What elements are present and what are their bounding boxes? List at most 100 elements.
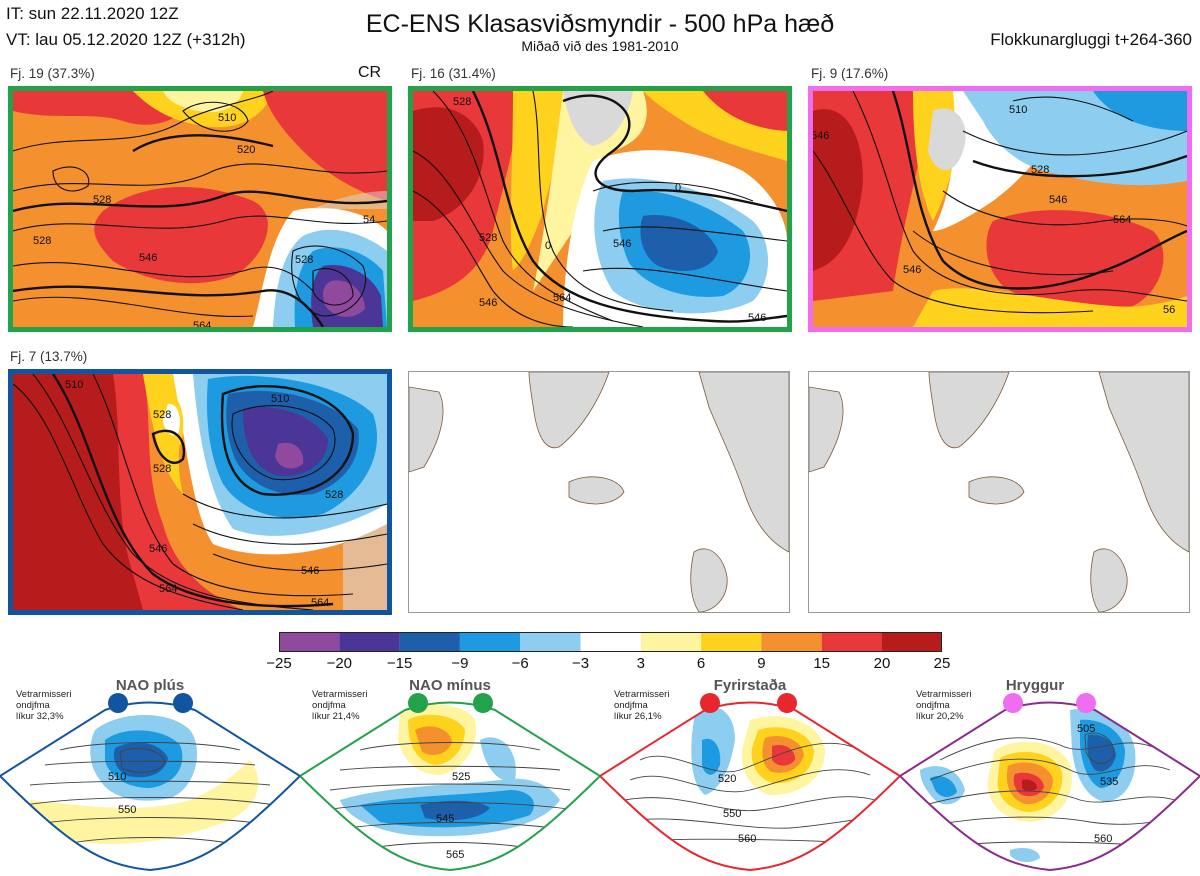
cluster-2-label: Fj. 16 (31.4%)	[411, 66, 496, 81]
colorbar-bin	[339, 632, 400, 652]
cluster-map-4: 510 528 528 546 564 510 546 564 528	[8, 369, 392, 615]
colorbar-ticks: −25 −20 −15 −9 −6 −3 3 6 9 15 20 25	[266, 655, 950, 675]
regime-2-prob: líkur 21,4%	[312, 711, 360, 722]
cluster-map-3: 510 528 546 564 546 546 56	[808, 86, 1192, 332]
cluster-map-1: 510 520 528 528 546 564 528 54	[8, 86, 392, 332]
regime-4-word: ondjfma	[916, 700, 950, 711]
colorbar-bin	[882, 632, 942, 652]
contour-label: 564	[311, 597, 329, 609]
colorbar-tick: −20	[326, 655, 353, 672]
contour-label: 56	[1163, 304, 1175, 316]
cluster-4-label: Fj. 7 (13.7%)	[10, 349, 88, 364]
cluster-1-label: Fj. 19 (37.3%)	[10, 66, 95, 81]
contour-label: 510	[65, 379, 83, 391]
colorbar-bin	[580, 632, 641, 652]
contour-label: 546	[813, 130, 829, 142]
regime-1-prob: líkur 32,3%	[16, 711, 64, 722]
colorbar-tick: 3	[636, 655, 645, 672]
regime-1-dot	[108, 693, 128, 713]
colorbar-bin	[821, 632, 882, 652]
colorbar-tick: −9	[451, 655, 469, 672]
contour-label: 528	[479, 232, 497, 244]
contour-label: 546	[301, 565, 319, 577]
contour-label: 528	[153, 463, 171, 475]
regime-3-title: Fyrirstaða	[713, 677, 787, 694]
empty-map-1	[408, 371, 790, 613]
cluster-map-2: 528 528 546 546 564 546 0 0	[408, 86, 792, 332]
colorbar-tick: 15	[813, 655, 831, 672]
regime-1-map: 510 550	[0, 690, 302, 872]
contour-label: 528	[325, 489, 343, 501]
cluster-1-tag: CR	[358, 64, 382, 81]
regime-1-title: NAO plús	[115, 677, 185, 694]
colorbar-bin	[520, 632, 581, 652]
contour-label: 564	[159, 583, 177, 595]
regime-4-text: Vetrarmisseri ondjfma líkur 20,2%	[916, 689, 971, 722]
regime-2-dot	[473, 693, 493, 713]
colorbar-tick: 25	[933, 655, 951, 672]
contour-label: 546	[1049, 194, 1067, 206]
contour-label: 528	[93, 194, 111, 206]
colorbar-bin	[701, 632, 762, 652]
contour-label: 560	[738, 833, 756, 845]
regime-3-text: Vetrarmisseri ondjfma líkur 26,1%	[614, 689, 669, 722]
contour-label: 550	[723, 808, 741, 820]
cluster-3-label: Fj. 9 (17.6%)	[811, 66, 889, 81]
contour-label: 510	[218, 112, 236, 124]
regime-4-prob: líkur 20,2%	[916, 711, 964, 722]
colorbar-bin	[279, 632, 340, 652]
contour-label: 520	[237, 144, 255, 156]
contour-label: 546	[139, 252, 157, 264]
contour-label: 510	[1009, 104, 1027, 116]
regime-3-dot	[777, 693, 797, 713]
regime-2-title: NAO mínus	[409, 677, 491, 694]
contour-label: 520	[718, 773, 736, 785]
contour-label: 565	[446, 849, 464, 861]
contour-label: 528	[1031, 164, 1049, 176]
regime-4-season: Vetrarmisseri	[916, 689, 972, 700]
regime-4-dot	[1076, 693, 1096, 713]
regime-3-map: 520 550 560	[598, 690, 902, 872]
contour-label: 510	[271, 393, 289, 405]
contour-label: 550	[118, 804, 136, 816]
valid-time: VT: lau 05.12.2020 12Z (+312h)	[6, 30, 246, 49]
contour-label: 564	[553, 292, 571, 304]
contour-label: 535	[1100, 776, 1118, 788]
colorbar-tick: 20	[873, 655, 891, 672]
regime-3-dot	[700, 693, 720, 713]
regime-3-prob: líkur 26,1%	[614, 711, 662, 722]
contour-label: 564	[1113, 214, 1131, 226]
init-time: IT: sun 22.11.2020 12Z	[6, 4, 179, 23]
contour-label: 525	[452, 771, 470, 783]
colorbar-bin	[640, 632, 702, 652]
regime-1-dot	[173, 693, 193, 713]
contour-label: 528	[295, 254, 313, 266]
regime-2-dot	[408, 693, 428, 713]
window-label: Flokkunargluggi t+264-360	[990, 30, 1192, 49]
regime-2-text: Vetrarmisseri ondjfma líkur 21,4%	[312, 689, 367, 722]
contour-label: 528	[153, 409, 171, 421]
contour-label: 560	[1094, 833, 1112, 845]
regime-2-map: 525 545 565	[298, 690, 602, 872]
contour-label: 510	[108, 771, 126, 783]
contour-label: 546	[479, 297, 497, 309]
regime-1-text: Vetrarmisseri ondjfma líkur 32,3%	[16, 689, 71, 722]
contour-label: 546	[903, 264, 921, 276]
page-subtitle: Miðað við des 1981-2010	[521, 38, 679, 54]
colorbar	[279, 632, 942, 652]
colorbar-tick: −25	[266, 655, 292, 672]
colorbar-bin	[399, 632, 460, 652]
colorbar-tick: 9	[757, 655, 766, 672]
contour-label: 546	[149, 543, 167, 555]
colorbar-bin	[761, 632, 822, 652]
contour-label: 0	[675, 182, 681, 194]
regime-2-word: ondjfma	[312, 700, 346, 711]
contour-label: 528	[453, 96, 471, 108]
contour-label: 564	[193, 320, 211, 327]
regime-4-title: Hryggur	[1005, 677, 1065, 694]
page-title: EC-ENS Klasasviðsmyndir - 500 hPa hæð	[365, 10, 835, 38]
regime-1-season: Vetrarmisseri	[16, 689, 72, 700]
empty-map-2	[808, 371, 1190, 613]
contour-label: 0	[545, 240, 551, 252]
colorbar-bin	[459, 632, 521, 652]
